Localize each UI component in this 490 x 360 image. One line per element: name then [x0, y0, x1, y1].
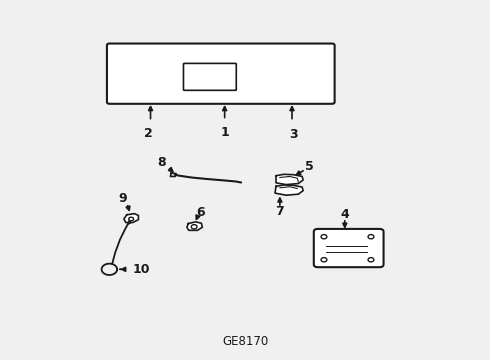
Text: 8: 8	[157, 157, 166, 170]
Text: 9: 9	[118, 192, 127, 205]
Text: GE8170: GE8170	[222, 335, 268, 348]
Circle shape	[321, 235, 327, 239]
Circle shape	[368, 258, 374, 262]
Polygon shape	[124, 214, 138, 222]
Text: 6: 6	[196, 206, 205, 219]
Polygon shape	[187, 222, 202, 230]
Text: 7: 7	[275, 206, 284, 219]
Polygon shape	[275, 185, 303, 195]
Text: 3: 3	[289, 128, 298, 141]
Text: 10: 10	[132, 263, 149, 276]
Polygon shape	[276, 174, 303, 185]
Circle shape	[191, 225, 197, 229]
Circle shape	[321, 258, 327, 262]
Text: 2: 2	[144, 127, 152, 140]
FancyBboxPatch shape	[183, 63, 236, 90]
Text: 5: 5	[305, 160, 314, 173]
Text: 4: 4	[341, 208, 349, 221]
Circle shape	[129, 217, 134, 221]
FancyBboxPatch shape	[107, 44, 335, 104]
Circle shape	[368, 235, 374, 239]
Text: 1: 1	[220, 126, 229, 139]
FancyBboxPatch shape	[314, 229, 384, 267]
